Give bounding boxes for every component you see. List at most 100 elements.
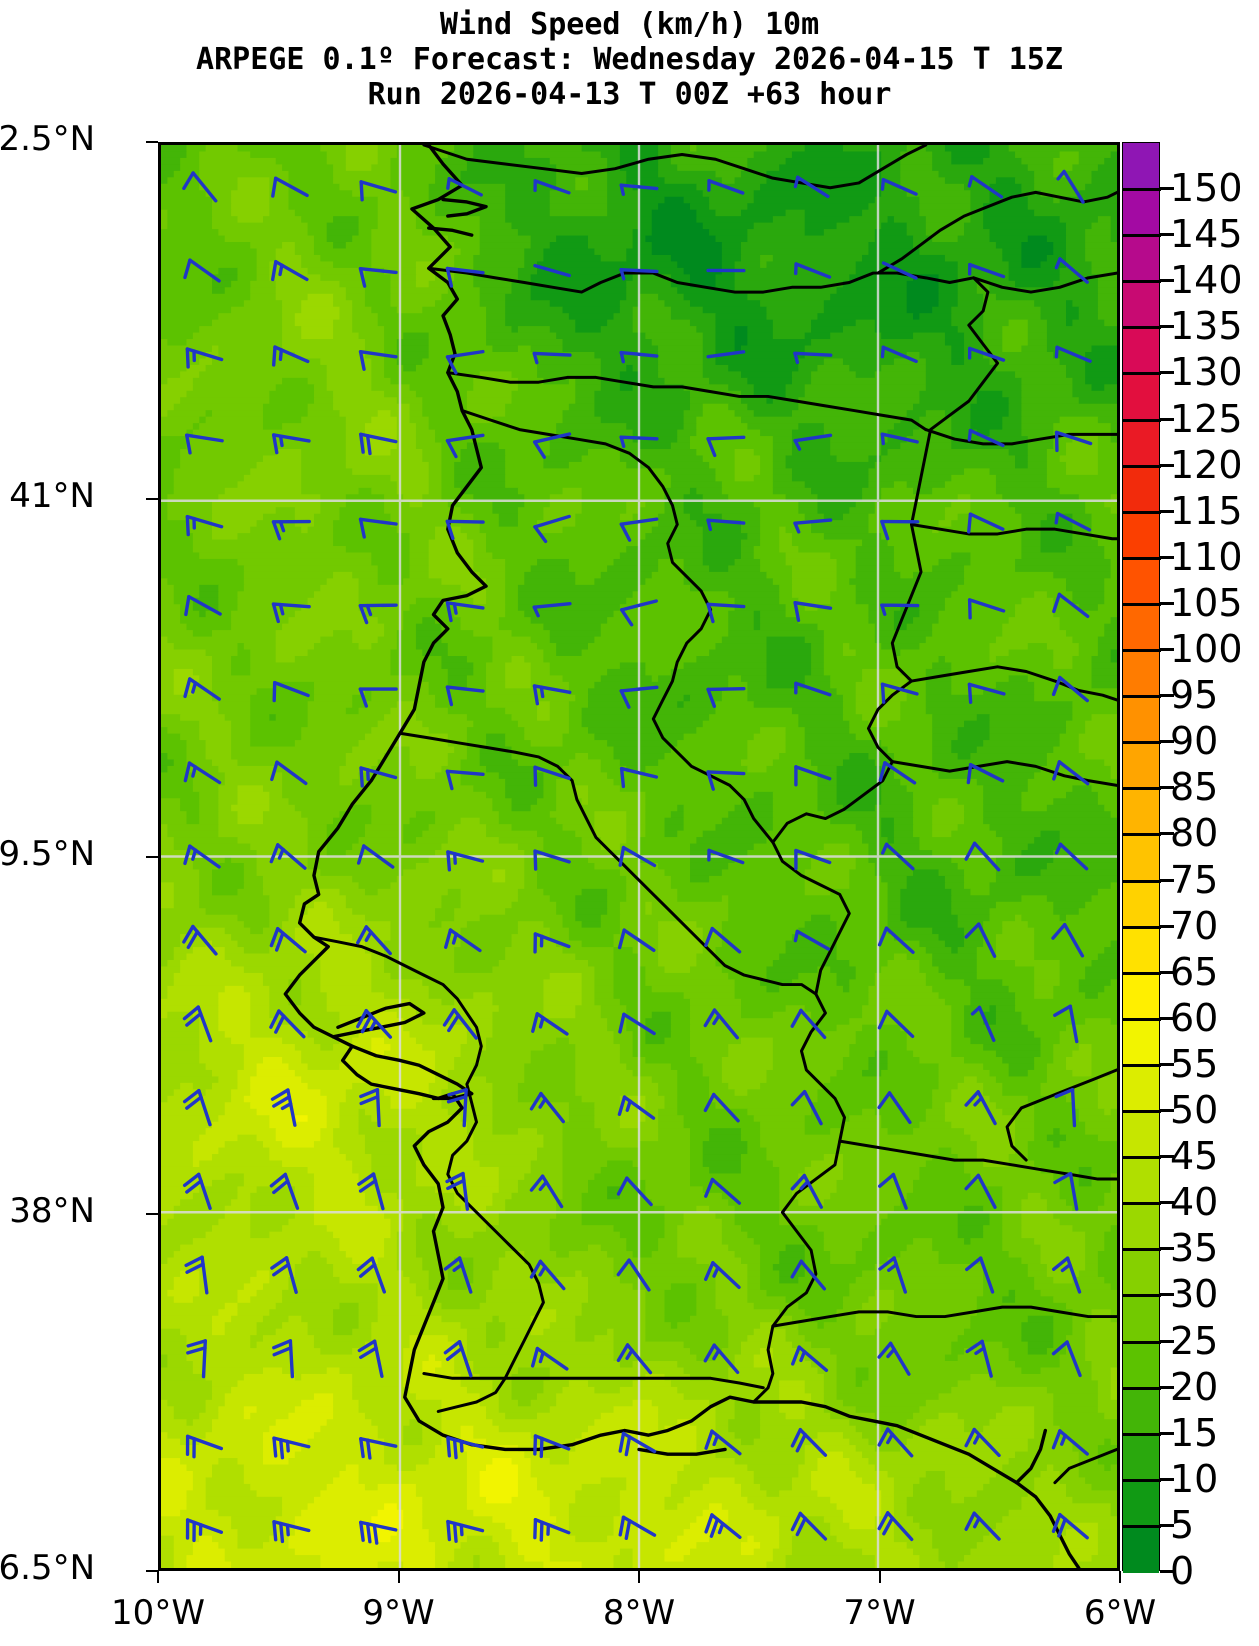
title-line-run: Run 2026-04-13 T 00Z +63 hour <box>367 76 892 112</box>
colorbar-tick-outer <box>1160 187 1174 191</box>
colorbar-label-120: 120 <box>1170 442 1243 487</box>
colorbar-label-60: 60 <box>1170 995 1219 1040</box>
colorbar-label-105: 105 <box>1170 580 1243 625</box>
colorbar-label-20: 20 <box>1170 1364 1219 1409</box>
colorbar-tick <box>1123 280 1161 284</box>
colorbar-label-35: 35 <box>1170 1226 1219 1271</box>
colorbar-tick-outer <box>1160 1293 1174 1297</box>
colorbar-segment <box>1123 511 1159 559</box>
colorbar-segment <box>1123 926 1159 974</box>
map-plot-area[interactable] <box>158 142 1120 1571</box>
colorbar-segment <box>1123 373 1159 421</box>
colorbar-segment <box>1123 143 1159 190</box>
y-tick-mark <box>146 498 158 501</box>
colorbar-segment <box>1123 419 1159 467</box>
colorbar-label-10: 10 <box>1170 1456 1219 1501</box>
colorbar-tick <box>1123 1386 1161 1390</box>
x-axis-label-1: 9°W <box>362 1593 435 1633</box>
colorbar-label-110: 110 <box>1170 534 1243 579</box>
x-axis-label-3: 7°W <box>843 1593 916 1633</box>
colorbar-tick <box>1123 326 1161 330</box>
colorbar-tick <box>1123 787 1161 791</box>
colorbar-tick <box>1123 602 1161 606</box>
colorbar-tick <box>1123 234 1161 238</box>
colorbar-tick <box>1123 695 1161 699</box>
y-tick-mark <box>146 141 158 143</box>
x-tick-mark <box>878 1571 881 1583</box>
windspeed-contour-field <box>161 145 1117 1568</box>
y-axis-label-3: 41°N <box>9 476 95 517</box>
title-line-forecast: ARPEGE 0.1º Forecast: Wednesday 2026-04-… <box>196 41 1063 77</box>
title-line-variable: Wind Speed (km/h) 10m <box>439 7 820 42</box>
colorbar-label-125: 125 <box>1170 396 1243 441</box>
x-axis-label-2: 8°W <box>602 1593 676 1633</box>
y-axis-label-4: 42.5°N <box>0 119 95 159</box>
colorbar-label-5: 5 <box>1170 1502 1195 1547</box>
colorbar-segment <box>1123 650 1159 697</box>
colorbar-label-0: 0 <box>1170 1549 1195 1593</box>
y-axis-label-0: 36.5°N <box>0 1548 95 1588</box>
colorbar-tick <box>1123 1478 1161 1482</box>
colorbar-tick-outer <box>1160 555 1174 559</box>
colorbar-tick-outer <box>1160 417 1174 421</box>
figure-title-block: Wind Speed (km/h) 10m ARPEGE 0.1º Foreca… <box>0 7 1259 112</box>
colorbar-segment <box>1123 235 1159 282</box>
colorbar-label-80: 80 <box>1170 811 1219 856</box>
colorbar-label-70: 70 <box>1170 903 1219 948</box>
colorbar-tick-outer <box>1160 1385 1174 1389</box>
colorbar-tick <box>1123 1248 1161 1252</box>
colorbar-gradient <box>1122 142 1161 1573</box>
colorbar-label-65: 65 <box>1170 949 1219 994</box>
colorbar-tick <box>1123 510 1161 514</box>
colorbar-segment <box>1123 1111 1159 1158</box>
colorbar-segment <box>1123 696 1159 743</box>
colorbar-segment <box>1123 1203 1159 1250</box>
colorbar-tick-outer <box>1160 1570 1174 1573</box>
colorbar-segment <box>1123 1249 1159 1296</box>
colorbar-segment <box>1123 1064 1159 1112</box>
colorbar-label-135: 135 <box>1170 304 1243 349</box>
colorbar-tick <box>1123 1202 1161 1206</box>
y-tick-mark <box>146 1212 158 1215</box>
colorbar-label-145: 145 <box>1170 212 1243 257</box>
colorbar-segment <box>1123 788 1159 836</box>
colorbar-tick <box>1123 1017 1161 1021</box>
colorbar-tick-outer <box>1160 832 1174 836</box>
colorbar-label-50: 50 <box>1170 1088 1219 1133</box>
colorbar-segment <box>1123 1341 1159 1389</box>
colorbar-tick-outer <box>1160 601 1174 605</box>
colorbar-tick <box>1123 649 1161 653</box>
colorbar-label-100: 100 <box>1170 627 1243 672</box>
colorbar-tick <box>1123 464 1161 468</box>
colorbar-tick-outer <box>1160 279 1174 283</box>
colorbar-segment <box>1123 465 1159 513</box>
colorbar-tick <box>1123 925 1161 929</box>
colorbar-segment <box>1123 189 1159 236</box>
colorbar[interactable] <box>1122 142 1161 1573</box>
colorbar-tick-outer <box>1160 648 1174 652</box>
colorbar-segment <box>1123 1295 1159 1343</box>
colorbar-segment <box>1123 281 1159 328</box>
y-tick-mark <box>146 855 158 858</box>
colorbar-tick <box>1123 372 1161 376</box>
colorbar-segment <box>1123 1018 1159 1066</box>
graticule <box>161 145 1117 1568</box>
x-tick-mark <box>638 1571 640 1583</box>
colorbar-tick-outer <box>1160 970 1174 974</box>
x-axis-label-0: 10°W <box>111 1593 205 1633</box>
colorbar-tick <box>1123 1432 1161 1436</box>
colorbar-label-45: 45 <box>1170 1134 1219 1179</box>
colorbar-tick-outer <box>1160 1339 1174 1343</box>
colorbar-segment <box>1123 327 1159 375</box>
colorbar-tick-outer <box>1160 694 1174 698</box>
colorbar-label-75: 75 <box>1170 857 1219 902</box>
colorbar-tick <box>1123 1294 1161 1298</box>
colorbar-tick-outer <box>1160 463 1174 467</box>
colorbar-tick-outer <box>1160 1477 1174 1481</box>
colorbar-segment <box>1123 603 1159 651</box>
y-axis-label-1: 38°N <box>9 1190 95 1231</box>
colorbar-tick <box>1123 1156 1161 1160</box>
colorbar-segment <box>1123 742 1159 789</box>
colorbar-tick-outer <box>1160 740 1174 744</box>
colorbar-tick <box>1123 833 1161 837</box>
